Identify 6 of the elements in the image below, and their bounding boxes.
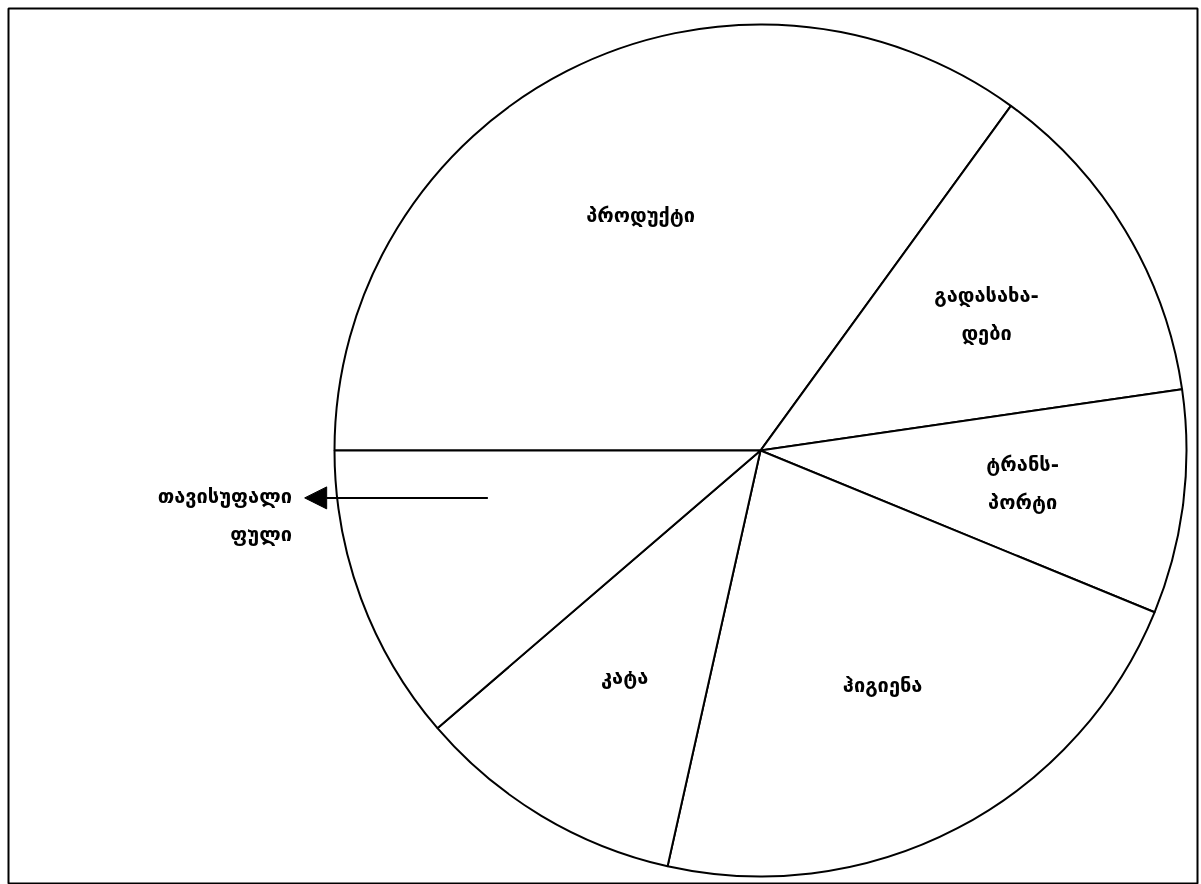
- slice-label: ტრანს- პორტი: [986, 451, 1059, 514]
- slice-label: ჰიგიენა: [842, 672, 923, 697]
- slice-label: კატა: [600, 664, 649, 689]
- legend-label: თავისუფალი ფული: [157, 483, 292, 547]
- slice-label: გადასახა- დები: [934, 282, 1039, 346]
- slice-label: პროდუქტი: [586, 203, 695, 228]
